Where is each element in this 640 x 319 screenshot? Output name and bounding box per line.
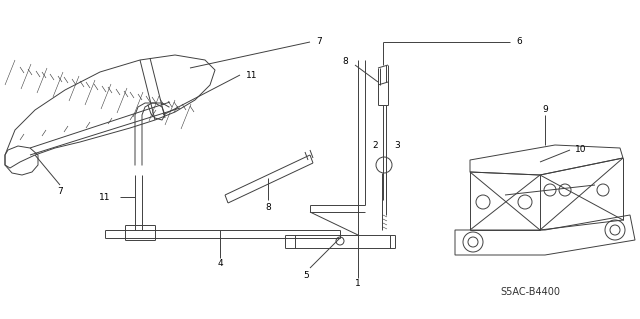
Text: 8: 8 [342,57,348,66]
Text: 4: 4 [217,259,223,269]
Text: 1: 1 [355,279,361,288]
Text: 6: 6 [516,38,522,47]
Text: 11: 11 [246,70,257,79]
Text: 2: 2 [372,140,378,150]
Text: 11: 11 [99,192,110,202]
Text: 7: 7 [57,188,63,197]
Text: 3: 3 [394,140,400,150]
Text: 10: 10 [575,145,586,154]
Text: 7: 7 [316,38,322,47]
Text: 5: 5 [303,271,309,279]
Text: 9: 9 [542,106,548,115]
Text: 8: 8 [265,203,271,211]
Text: S5AC-B4400: S5AC-B4400 [500,287,560,297]
